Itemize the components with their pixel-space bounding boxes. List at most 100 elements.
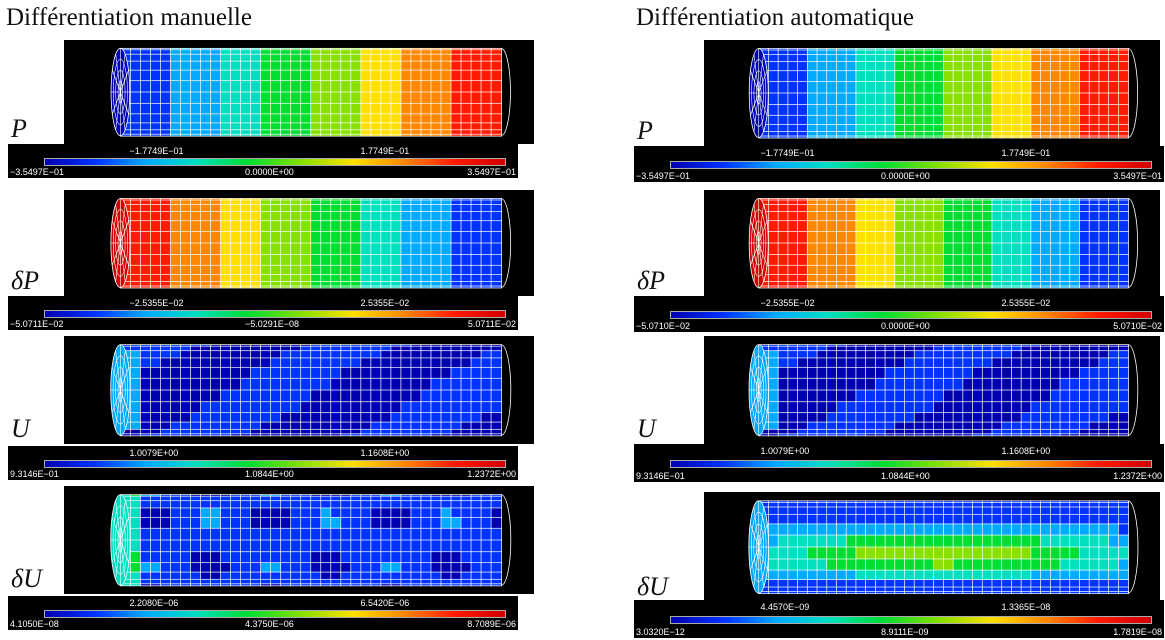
mesh-cell [470, 377, 482, 391]
mesh-cell [845, 366, 857, 380]
mesh-cell [340, 562, 352, 573]
mesh-cell [1108, 211, 1120, 222]
mesh-cell [806, 70, 818, 83]
mesh-cell [991, 114, 1003, 126]
mesh-cell [875, 114, 886, 126]
mesh-cell [933, 513, 945, 525]
mesh-cell [1079, 274, 1091, 283]
mesh-cell [1118, 401, 1129, 414]
mesh-cell [933, 204, 945, 213]
cap-spoke [115, 500, 121, 541]
mesh-cell [1069, 421, 1081, 431]
mesh-cell [777, 254, 789, 267]
mesh-cell [952, 92, 964, 106]
mesh-cell [170, 122, 182, 131]
mesh-cell [220, 285, 232, 289]
mesh-cell [250, 102, 262, 115]
mesh-cell [290, 389, 302, 403]
mesh-cell [330, 91, 342, 105]
mesh-cell [390, 583, 402, 587]
mesh-cell [787, 114, 799, 126]
mesh-cell [1118, 104, 1129, 117]
mesh-cell [270, 220, 282, 233]
mesh-cell [490, 377, 502, 391]
mesh-cell [430, 80, 442, 93]
mesh-cell [1069, 264, 1081, 276]
mesh-cell [320, 220, 332, 233]
cap-spoke [115, 242, 121, 282]
mesh-cell [933, 254, 945, 267]
mesh-cell [768, 92, 780, 106]
mesh-cell [904, 92, 916, 106]
mesh-cell [210, 211, 222, 222]
mesh-cell [1059, 401, 1071, 414]
mesh-cell [933, 591, 945, 595]
mesh-cell [300, 401, 312, 414]
mesh-cell [180, 500, 192, 509]
mesh-cell [1011, 506, 1023, 516]
mesh-cell [170, 507, 182, 519]
mesh-cell [894, 92, 906, 106]
mesh-cell [260, 507, 272, 519]
mesh-cell [865, 579, 877, 588]
mesh-cell [340, 264, 352, 276]
mesh-cell [190, 377, 202, 391]
mesh-cell [390, 133, 402, 137]
mesh-cell [400, 254, 412, 267]
mesh-cell [330, 583, 342, 587]
mesh-cell [270, 80, 282, 93]
mesh-cell [290, 507, 302, 519]
mesh-cell [972, 506, 984, 516]
mesh-cell [380, 80, 392, 93]
mesh-cell [390, 507, 402, 519]
mesh-cell [943, 569, 954, 581]
mesh-cell [300, 254, 312, 267]
mesh-cell [1020, 135, 1032, 139]
mesh-cell [220, 113, 232, 124]
mesh-cell [1059, 357, 1071, 369]
mesh-cell [1118, 135, 1129, 139]
mesh-cell [923, 204, 935, 213]
mesh-cell [768, 54, 780, 63]
mesh-cell [180, 377, 192, 391]
mesh-cell [310, 80, 322, 93]
mesh-cell [390, 401, 402, 414]
mesh-cell [962, 558, 974, 571]
mesh-cell [991, 61, 1003, 72]
mesh-cell [370, 377, 382, 391]
mesh-cell [1030, 513, 1042, 525]
mesh-cell [1059, 104, 1071, 117]
mesh-cell [280, 264, 292, 276]
mesh-cell [460, 412, 472, 423]
mesh-cell [310, 500, 322, 509]
mesh-cell [130, 562, 142, 573]
mesh-cell [150, 80, 162, 93]
mesh-cell [230, 412, 242, 423]
mesh-cell [1020, 401, 1032, 414]
mesh-cell [420, 254, 432, 267]
mesh-cell [923, 534, 935, 548]
mesh-cell [330, 433, 342, 437]
mesh-cell [1011, 104, 1023, 117]
mesh-cell [1079, 421, 1091, 431]
mesh-cell [230, 122, 242, 131]
mesh-cell [230, 274, 242, 283]
mesh-cell [190, 507, 202, 519]
mesh-cell [1098, 579, 1110, 588]
mesh-cell [933, 350, 945, 359]
mesh-cell [816, 264, 828, 276]
mesh-cell [300, 53, 312, 62]
mesh-cell [390, 102, 402, 115]
cap-spoke [753, 54, 760, 94]
mesh-cell [1118, 81, 1129, 94]
mesh-cell [310, 571, 322, 581]
mesh-cell [875, 506, 886, 516]
mesh-cell [875, 204, 886, 213]
mesh-cell [130, 211, 142, 222]
mesh-cell [1040, 506, 1052, 516]
mesh-cell [340, 53, 352, 62]
mesh-cell [470, 516, 482, 530]
mesh-cell [280, 254, 292, 267]
mesh-cell [490, 507, 502, 519]
mesh-cell [943, 433, 954, 437]
